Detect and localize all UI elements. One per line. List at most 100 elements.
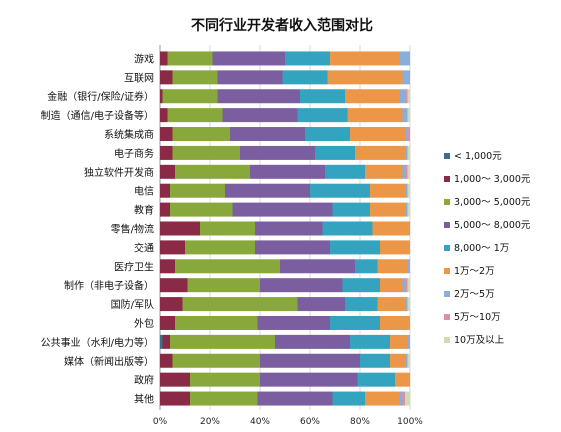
bar-segment bbox=[407, 145, 410, 160]
bar-segment bbox=[160, 297, 183, 312]
bar-segment bbox=[300, 89, 345, 104]
category-label: 游戏 bbox=[134, 52, 154, 65]
bar-segment bbox=[160, 372, 190, 387]
bar-segment bbox=[172, 145, 240, 160]
category-label: 教育 bbox=[134, 204, 154, 217]
category-label: 零售/物流 bbox=[111, 223, 154, 236]
bar-segment bbox=[217, 89, 300, 104]
legend-label: 5,000～ 8,000元 bbox=[454, 220, 531, 231]
bar-segment bbox=[167, 51, 213, 66]
bars bbox=[160, 51, 410, 406]
bar-segment bbox=[405, 145, 408, 160]
bar-segment bbox=[365, 391, 400, 406]
bar-segment bbox=[405, 391, 410, 406]
category-label: 外包 bbox=[134, 317, 154, 330]
x-tick-label: 20% bbox=[200, 417, 220, 427]
bar-segment bbox=[310, 183, 370, 198]
category-label: 制造（通信/电子设备等） bbox=[41, 109, 154, 122]
bar-segment bbox=[407, 353, 410, 368]
category-label: 独立软件开发商 bbox=[84, 166, 154, 179]
bar-segment bbox=[330, 315, 380, 330]
legend-label: 8,000～ 1万 bbox=[454, 243, 509, 254]
category-label: 系统集成商 bbox=[104, 128, 154, 141]
category-label: 金融（银行/保险/证券） bbox=[47, 90, 154, 103]
bar-segment bbox=[222, 108, 298, 123]
bar-segment bbox=[172, 127, 230, 142]
bar-segment bbox=[405, 353, 408, 368]
bar-segment bbox=[405, 297, 408, 312]
bar-segment bbox=[380, 240, 410, 255]
legend-swatch bbox=[444, 337, 450, 343]
bar-segment bbox=[160, 70, 173, 85]
bar-segment bbox=[260, 278, 343, 293]
legend-swatch bbox=[444, 199, 450, 205]
x-tick-label: 40% bbox=[250, 417, 270, 427]
category-label: 媒体（新闻出版等） bbox=[64, 355, 154, 368]
legend: < 1,000元 1,000～ 3,000元 3,000～ 5,000元 5,000～… bbox=[444, 151, 531, 346]
bar-segment bbox=[175, 315, 258, 330]
x-tick-label: 60% bbox=[300, 417, 320, 427]
bar-segment bbox=[282, 70, 328, 85]
bar-segment bbox=[257, 391, 333, 406]
bar-segment bbox=[170, 202, 233, 217]
bar-segment bbox=[407, 334, 410, 349]
bar-segment bbox=[160, 240, 185, 255]
legend-label: 2万～5万 bbox=[454, 289, 495, 300]
bar-segment bbox=[190, 372, 260, 387]
bar-segment bbox=[280, 259, 355, 274]
bar-segment bbox=[160, 127, 173, 142]
bar-segment bbox=[407, 183, 410, 198]
bar-segment bbox=[400, 89, 405, 104]
bar-segment bbox=[162, 89, 218, 104]
bar-segment bbox=[407, 127, 410, 142]
bar-segment bbox=[232, 202, 333, 217]
legend-label: 10万及以上 bbox=[454, 335, 505, 346]
bar-segment bbox=[400, 51, 410, 66]
bar-segment bbox=[347, 108, 403, 123]
bar-segment bbox=[345, 297, 378, 312]
bar-segment bbox=[240, 145, 315, 160]
bar-segment bbox=[200, 221, 255, 236]
bar-segment bbox=[405, 89, 408, 104]
bar-segment bbox=[182, 297, 298, 312]
bar-segment bbox=[332, 202, 370, 217]
bar-segment bbox=[345, 89, 400, 104]
bar-segment bbox=[297, 297, 345, 312]
bar-segment bbox=[327, 70, 403, 85]
bar-segment bbox=[355, 259, 378, 274]
bar-segment bbox=[380, 315, 410, 330]
bar-segment bbox=[407, 297, 410, 312]
bar-segment bbox=[172, 70, 218, 85]
bar-segment bbox=[402, 278, 405, 293]
bar-segment bbox=[260, 353, 360, 368]
bar-segment bbox=[212, 51, 285, 66]
legend-label: 3,000～ 5,000元 bbox=[454, 197, 531, 208]
bar-segment bbox=[160, 259, 175, 274]
category-label: 交通 bbox=[134, 241, 154, 254]
bar-segment bbox=[395, 372, 410, 387]
category-label: 其他 bbox=[134, 393, 154, 406]
legend-label: 1万～2万 bbox=[454, 266, 495, 277]
legend-swatch bbox=[444, 153, 450, 159]
bar-segment bbox=[372, 221, 410, 236]
bar-segment bbox=[350, 127, 405, 142]
legend-label: 5万～10万 bbox=[454, 312, 501, 323]
category-label: 制作（非电子设备） bbox=[64, 279, 154, 292]
bar-segment bbox=[225, 183, 310, 198]
legend-swatch bbox=[444, 268, 450, 274]
bar-segment bbox=[160, 334, 163, 349]
bar-segment bbox=[160, 183, 170, 198]
bar-segment bbox=[217, 70, 283, 85]
bar-segment bbox=[275, 334, 350, 349]
bar-segment bbox=[405, 164, 408, 179]
bar-segment bbox=[370, 183, 405, 198]
bar-segment bbox=[250, 164, 325, 179]
bar-segment bbox=[297, 108, 348, 123]
bar-segment bbox=[377, 259, 408, 274]
bar-segment bbox=[175, 164, 250, 179]
bar-segment bbox=[160, 315, 175, 330]
bar-segment bbox=[260, 372, 358, 387]
bar-segment bbox=[357, 372, 395, 387]
bar-segment bbox=[407, 108, 410, 123]
